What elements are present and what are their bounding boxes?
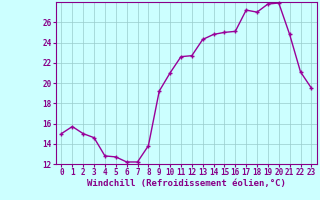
X-axis label: Windchill (Refroidissement éolien,°C): Windchill (Refroidissement éolien,°C) [87, 179, 286, 188]
